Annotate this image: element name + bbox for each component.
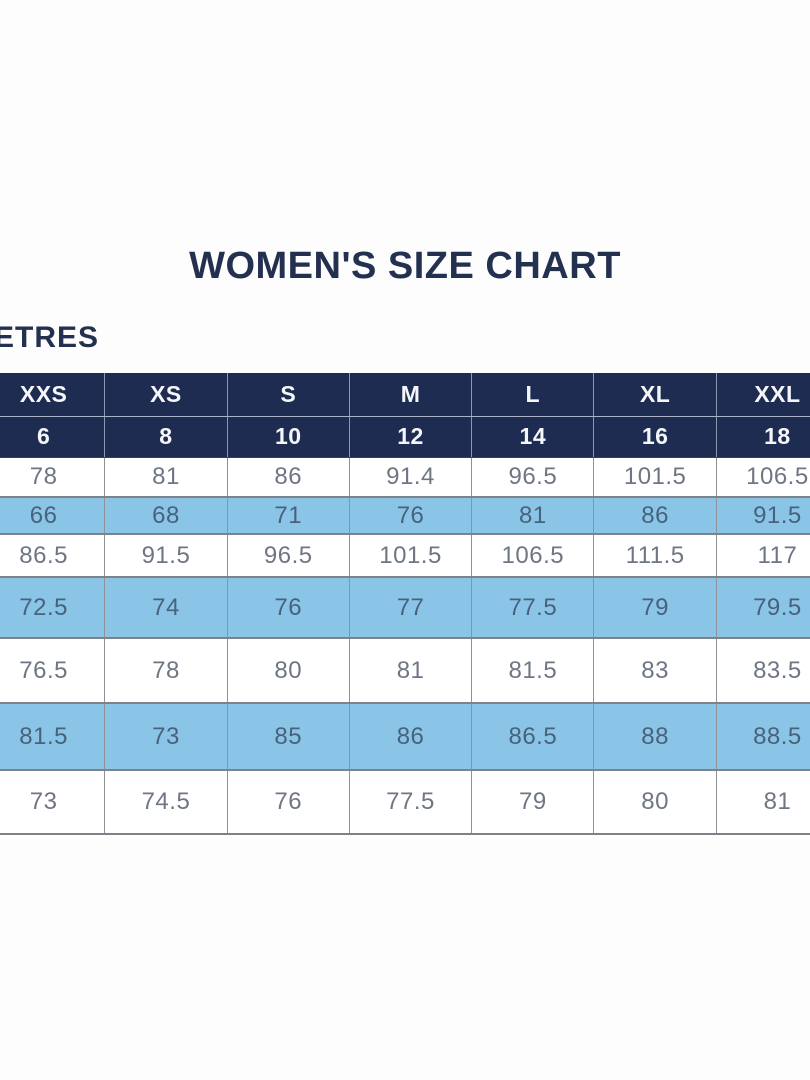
measurement-cell: 106.5 bbox=[471, 534, 594, 578]
size-number-cell: 8 bbox=[104, 416, 228, 458]
table-row: 73 74.5 76 77.5 79 80 81 bbox=[0, 770, 810, 835]
measurement-cell: 80 bbox=[593, 770, 717, 835]
measurement-cell: 72.5 bbox=[0, 577, 105, 639]
size-number-cell: 6 bbox=[0, 416, 105, 458]
measurement-cell: 83 bbox=[593, 638, 717, 704]
table-row: 72.5 74 76 77 77.5 79 79.5 bbox=[0, 577, 810, 639]
measurement-cell: 86 bbox=[593, 497, 717, 535]
measurement-cell: 74 bbox=[104, 577, 228, 639]
measurement-cell: 79 bbox=[471, 770, 594, 835]
size-label-cell: XS bbox=[104, 373, 228, 417]
measurement-cell: 106.5 bbox=[715, 457, 810, 498]
size-number-cell: 14 bbox=[471, 416, 594, 458]
table-row: 76.5 78 80 81 81.5 83 83.5 bbox=[0, 638, 810, 704]
measurement-cell: 76 bbox=[226, 770, 350, 835]
measurement-cell: 81 bbox=[471, 497, 594, 535]
units-label: ETRES bbox=[0, 321, 100, 354]
table-row: 66 68 71 76 81 86 91.5 bbox=[0, 497, 810, 535]
size-label-cell: XL bbox=[593, 373, 717, 417]
measurement-cell: 88.5 bbox=[715, 703, 810, 771]
size-number-cell: 12 bbox=[348, 416, 472, 458]
measurement-cell: 88 bbox=[593, 703, 717, 771]
size-number-cell: 18 bbox=[715, 416, 810, 458]
measurement-cell: 96.5 bbox=[471, 457, 594, 498]
measurement-cell: 91.4 bbox=[348, 457, 472, 498]
measurement-cell: 79 bbox=[593, 577, 717, 639]
table-row: 81.5 73 85 86 86.5 88 88.5 bbox=[0, 703, 810, 771]
measurement-cell: 96.5 bbox=[226, 534, 350, 578]
size-labels-row: XXS XS S M L XL XXL bbox=[0, 373, 810, 417]
size-label-cell: L bbox=[471, 373, 594, 417]
measurement-cell: 101.5 bbox=[593, 457, 717, 498]
measurement-cell: 71 bbox=[226, 497, 350, 535]
measurement-cell: 86 bbox=[226, 457, 350, 498]
table-header: XXS XS S M L XL XXL 6 8 10 12 14 16 18 bbox=[0, 373, 810, 458]
measurement-cell: 78 bbox=[0, 457, 105, 498]
measurement-cell: 81 bbox=[715, 770, 810, 835]
size-label-cell: XXS bbox=[0, 373, 105, 417]
measurement-cell: 80 bbox=[226, 638, 350, 704]
measurement-cell: 74.5 bbox=[104, 770, 228, 835]
size-label-cell: M bbox=[348, 373, 472, 417]
measurement-cell: 79.5 bbox=[715, 577, 810, 639]
measurement-cell: 86 bbox=[348, 703, 472, 771]
size-chart-table: XXS XS S M L XL XXL 6 8 10 12 14 16 18 bbox=[0, 373, 810, 835]
size-chart-table-container: XXS XS S M L XL XXL 6 8 10 12 14 16 18 bbox=[0, 373, 810, 835]
measurement-cell: 86.5 bbox=[0, 534, 105, 578]
table-row: 78 81 86 91.4 96.5 101.5 106.5 bbox=[0, 457, 810, 498]
measurement-cell: 66 bbox=[0, 497, 105, 535]
measurement-cell: 77.5 bbox=[348, 770, 472, 835]
table-row: 86.5 91.5 96.5 101.5 106.5 111.5 117 bbox=[0, 534, 810, 578]
table-body: 78 81 86 91.4 96.5 101.5 106.5 66 68 71 … bbox=[0, 457, 810, 835]
measurement-cell: 81.5 bbox=[0, 703, 105, 771]
measurement-cell: 101.5 bbox=[348, 534, 472, 578]
measurement-cell: 73 bbox=[0, 770, 105, 835]
measurement-cell: 76 bbox=[348, 497, 472, 535]
size-number-cell: 10 bbox=[226, 416, 350, 458]
measurement-cell: 81 bbox=[104, 457, 228, 498]
measurement-cell: 85 bbox=[226, 703, 350, 771]
measurement-cell: 111.5 bbox=[593, 534, 717, 578]
size-label-cell: XXL bbox=[715, 373, 810, 417]
measurement-cell: 91.5 bbox=[104, 534, 228, 578]
measurement-cell: 78 bbox=[104, 638, 228, 704]
measurement-cell: 81.5 bbox=[471, 638, 594, 704]
measurement-cell: 76 bbox=[226, 577, 350, 639]
measurement-cell: 73 bbox=[104, 703, 228, 771]
page-title: WOMEN'S SIZE CHART bbox=[189, 245, 621, 287]
measurement-cell: 77 bbox=[348, 577, 472, 639]
measurement-cell: 86.5 bbox=[471, 703, 594, 771]
size-label-cell: S bbox=[226, 373, 350, 417]
measurement-cell: 76.5 bbox=[0, 638, 105, 704]
size-numbers-row: 6 8 10 12 14 16 18 bbox=[0, 416, 810, 458]
measurement-cell: 81 bbox=[348, 638, 472, 704]
measurement-cell: 91.5 bbox=[715, 497, 810, 535]
measurement-cell: 68 bbox=[104, 497, 228, 535]
measurement-cell: 117 bbox=[715, 534, 810, 578]
measurement-cell: 77.5 bbox=[471, 577, 594, 639]
measurement-cell: 83.5 bbox=[715, 638, 810, 704]
size-number-cell: 16 bbox=[593, 416, 717, 458]
